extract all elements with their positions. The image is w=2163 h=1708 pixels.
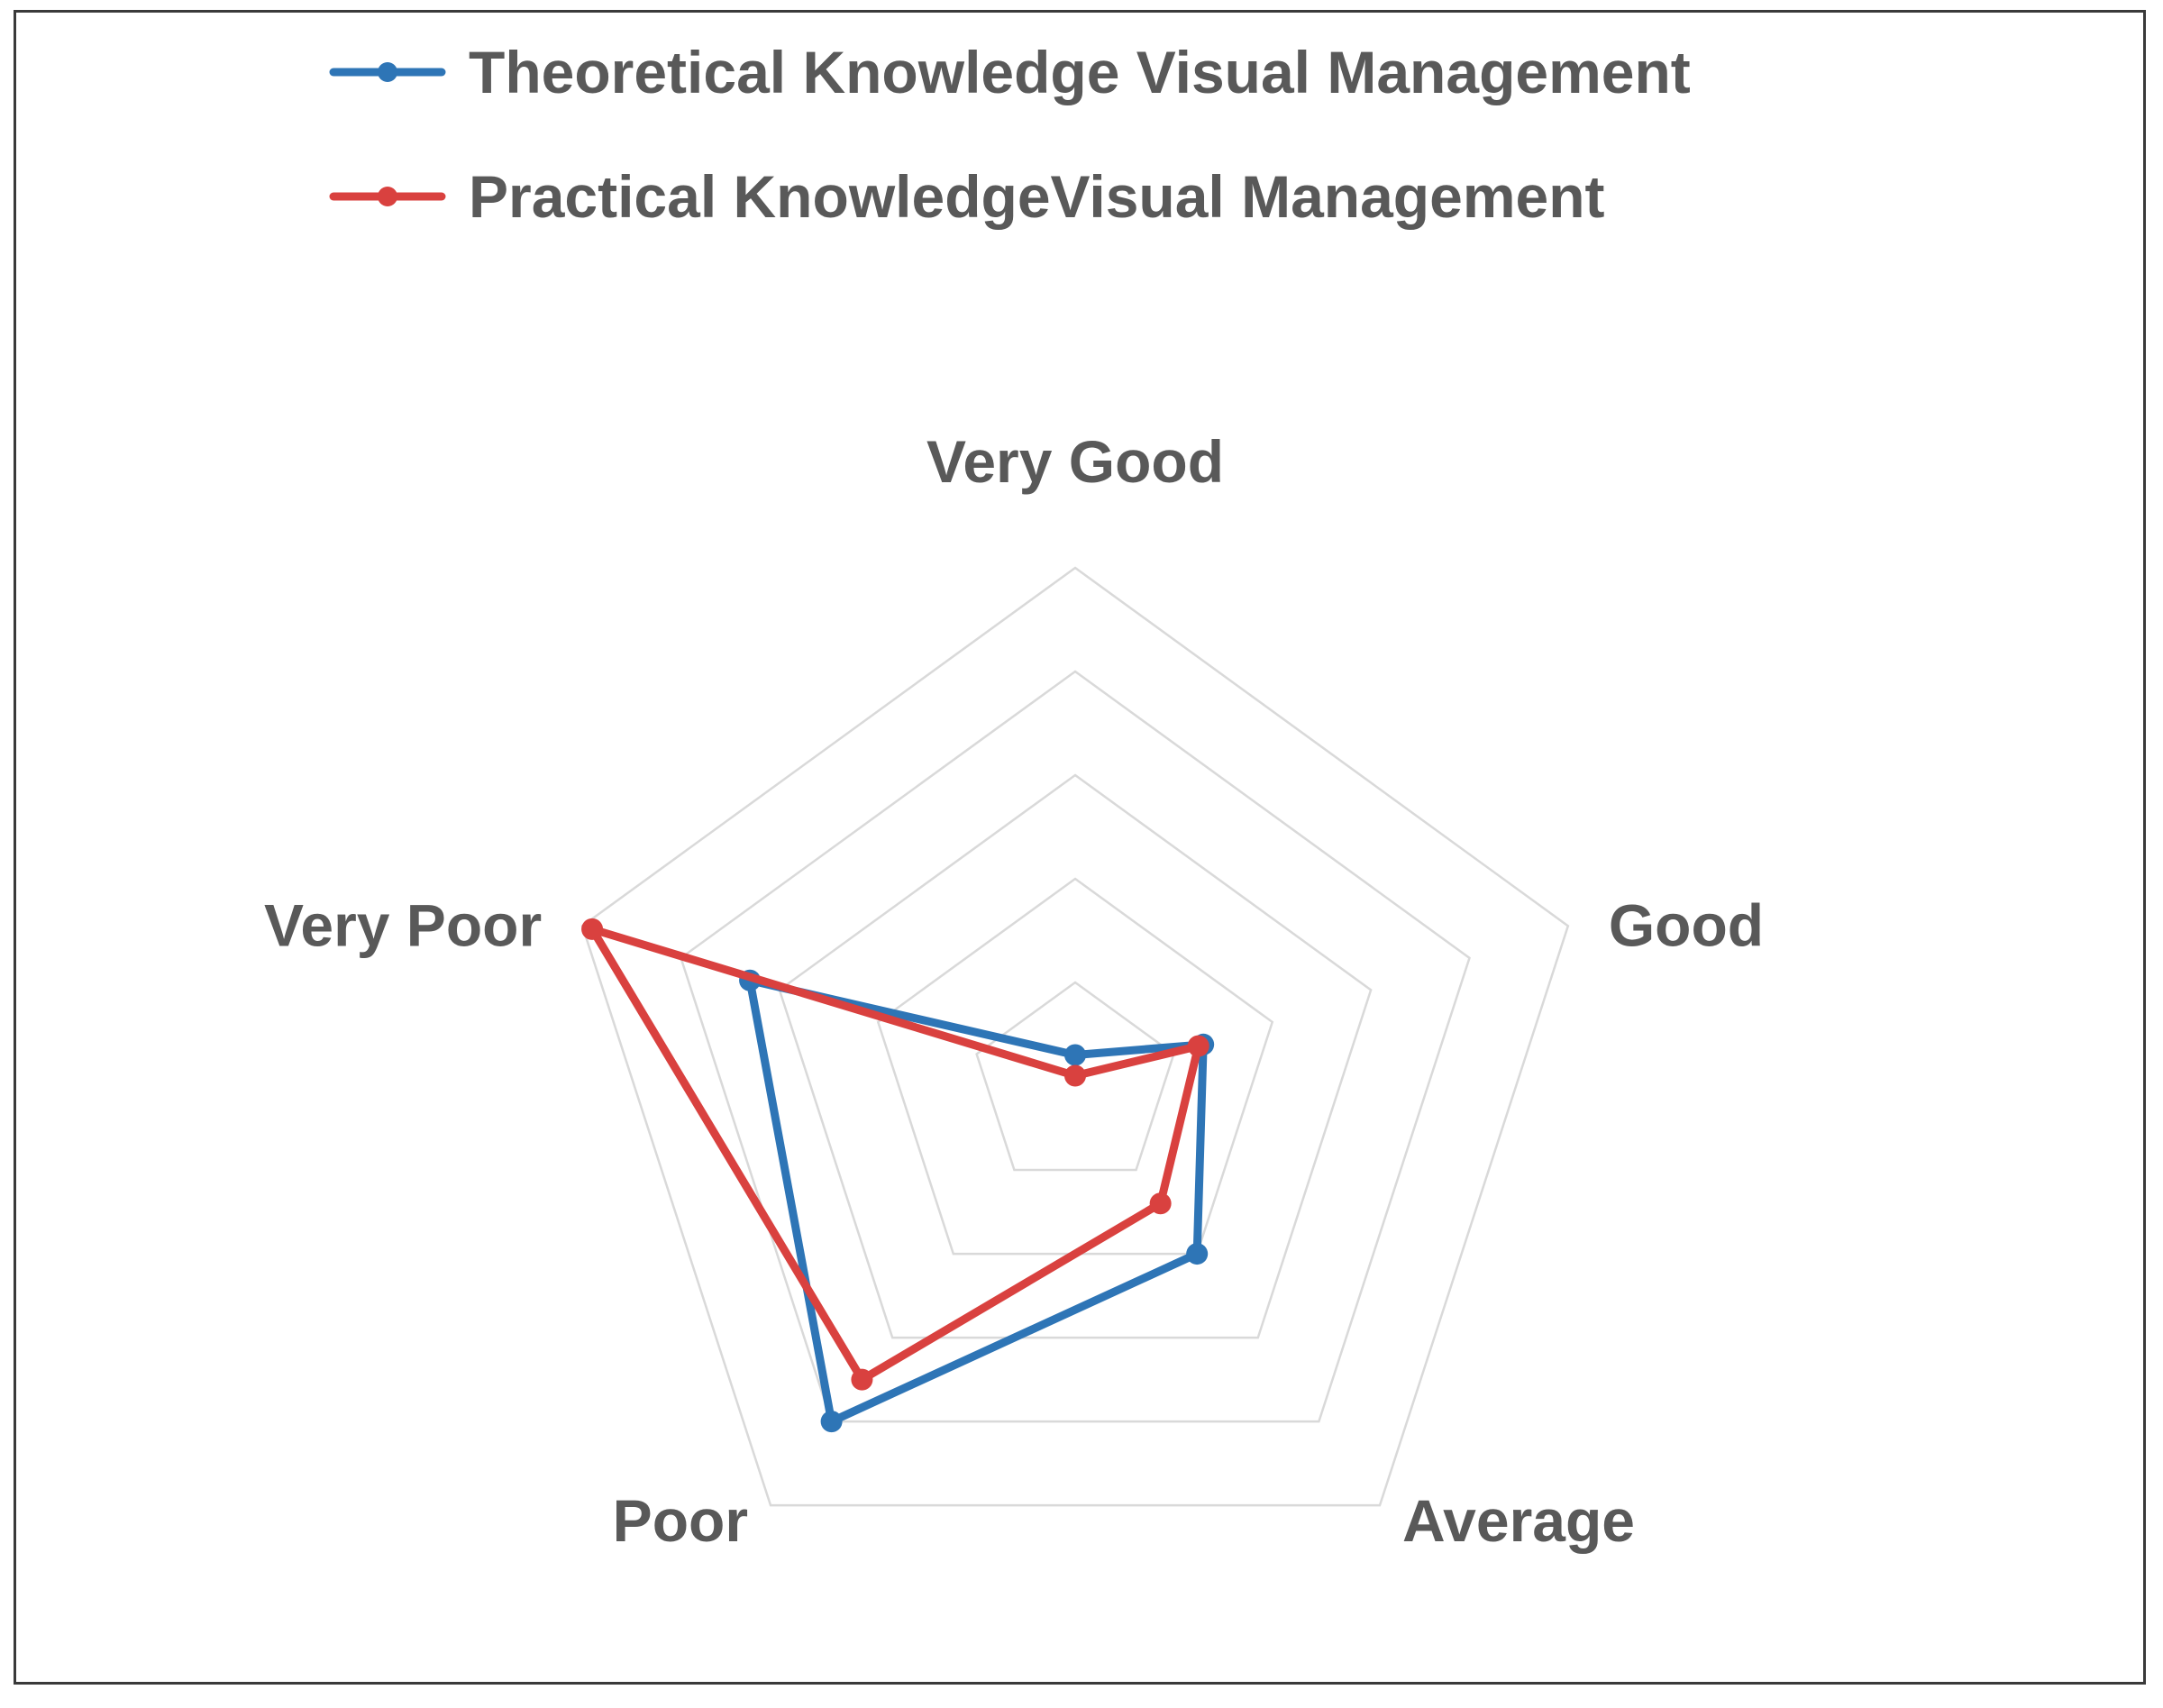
axis-label-average: Average	[1402, 1487, 1635, 1554]
grid-ring-1	[975, 981, 1175, 1172]
series-2-point-very-good	[1064, 1064, 1086, 1087]
chart-frame	[14, 10, 2146, 1685]
legend-swatch-marker-1	[378, 62, 397, 82]
series-layer	[581, 918, 1215, 1433]
legend-item-1: Theoretical Knowledge Visual Management	[329, 39, 1691, 105]
axis-label-very-good: Very Good	[926, 428, 1224, 495]
axis-label-very-poor: Very Poor	[264, 891, 542, 958]
series-2	[581, 918, 1209, 1391]
axis-label-good: Good	[1609, 891, 1764, 958]
series-2-point-poor	[851, 1368, 873, 1391]
series-1-point-average	[1186, 1243, 1209, 1265]
grid-ring-5	[580, 566, 1570, 1507]
grid-ring-3	[778, 773, 1373, 1339]
legend-label-1: Theoretical Knowledge Visual Management	[469, 39, 1691, 105]
series-1	[739, 969, 1215, 1433]
grid-ring-4	[680, 670, 1471, 1423]
legend: Theoretical Knowledge Visual Management P…	[329, 39, 1691, 230]
series-2-point-very-poor	[581, 918, 604, 940]
axis-labels: Very Good Good Average Poor Very Poor	[264, 428, 1764, 1554]
series-2-point-good	[1187, 1035, 1209, 1057]
axis-label-poor: Poor	[613, 1487, 748, 1554]
series-1-point-very-good	[1064, 1044, 1086, 1066]
series-2-point-average	[1149, 1192, 1172, 1215]
legend-item-2: Practical KnowledgeVisual Management	[329, 163, 1605, 230]
legend-label-2: Practical KnowledgeVisual Management	[469, 163, 1605, 230]
series-1-point-poor	[820, 1411, 843, 1433]
series-2-line	[588, 925, 1203, 1384]
legend-swatch-marker-2	[378, 187, 397, 206]
radar-grid	[580, 566, 1570, 1507]
